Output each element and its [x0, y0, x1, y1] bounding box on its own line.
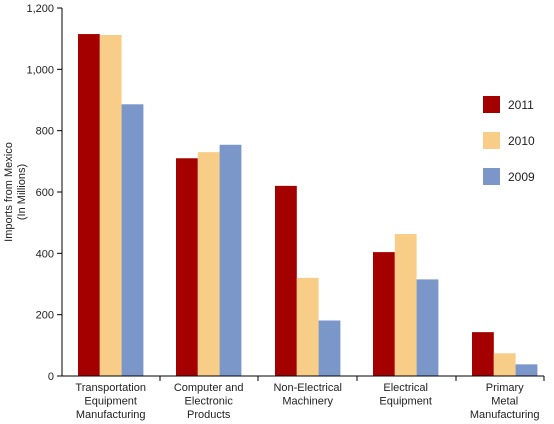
legend-swatch-2010 [483, 132, 500, 149]
legend-swatch-2009 [483, 168, 500, 185]
y-tick-label: 400 [36, 248, 54, 260]
x-axis-labels: TransportationEquipmentManufacturingComp… [75, 382, 539, 421]
bar-2010-1 [197, 152, 220, 376]
x-tick-label: Non-Electrical [273, 382, 341, 394]
axes [61, 8, 545, 381]
y-axis-ticks: 0 200 400 600 800 1,000 1,200 [26, 3, 62, 383]
legend-swatch-2011 [483, 96, 500, 113]
y-tick-label: 0 [48, 371, 54, 383]
x-tick-label: Machinery [282, 396, 333, 408]
y-tick-label: 1,000 [26, 64, 54, 76]
y-tick-label: 200 [36, 310, 54, 322]
bar-2009-0 [121, 104, 144, 376]
bar-2010-3 [394, 234, 417, 376]
bar-2011-2 [275, 185, 297, 376]
legend-label: 2009 [508, 170, 535, 184]
bar-2010-2 [296, 277, 319, 376]
x-tick-label: Equipment [379, 396, 432, 408]
bar-2009-3 [416, 279, 439, 376]
y-axis-title: Imports from Mexico [3, 142, 15, 242]
x-tick-label: Manufacturing [470, 409, 540, 421]
bar-2011-3 [373, 252, 395, 376]
bar-2010-0 [99, 34, 122, 377]
x-tick-label: Transportation [75, 382, 146, 394]
x-tick-label: Electronic [185, 396, 234, 408]
bar-2011-1 [176, 158, 198, 376]
y-axis-title: (In Millions) [16, 164, 28, 220]
bar-2010-4 [493, 353, 516, 376]
legend-label: 2011 [508, 98, 534, 112]
x-tick-label: Manufacturing [76, 409, 146, 421]
x-tick-label: Computer and [174, 382, 244, 394]
bar-2011-4 [472, 332, 494, 376]
y-tick-label: 600 [36, 187, 54, 199]
bar-2009-1 [219, 144, 242, 376]
x-tick-label: Products [187, 409, 231, 421]
legend: 2011 2010 2009 [483, 96, 535, 185]
x-tick-label: Metal [491, 396, 518, 408]
bars [78, 34, 538, 377]
legend-label: 2010 [508, 134, 535, 148]
bar-2009-2 [318, 320, 341, 376]
y-tick-label: 1,200 [26, 3, 54, 15]
x-tick-label: Primary [486, 382, 524, 394]
y-axis-label: Imports from Mexico (In Millions) [3, 142, 28, 242]
x-tick-label: Equipment [84, 396, 137, 408]
x-tick-label: Electrical [383, 382, 428, 394]
y-tick-label: 800 [36, 126, 54, 138]
bar-2011-0 [78, 34, 100, 377]
bar-2009-4 [515, 364, 538, 376]
